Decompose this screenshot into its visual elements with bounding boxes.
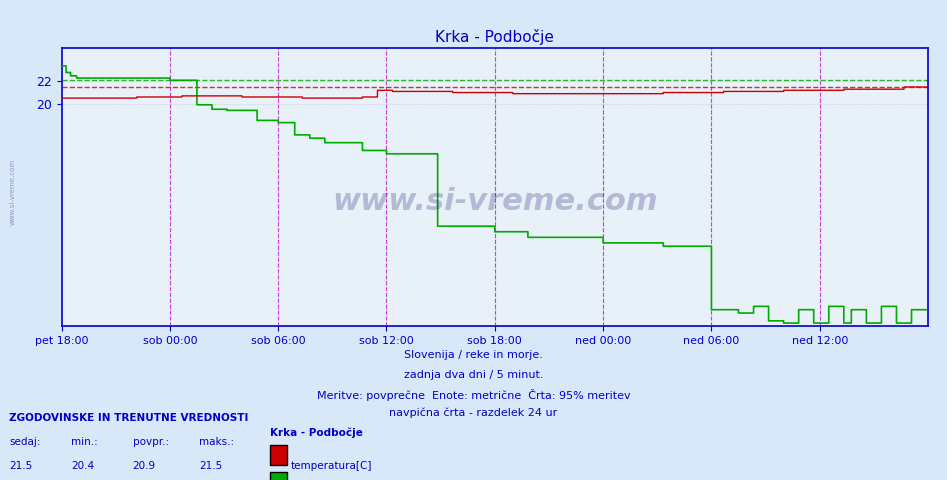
Text: temperatura[C]: temperatura[C] — [291, 461, 372, 471]
Text: maks.:: maks.: — [199, 437, 234, 447]
Text: min.:: min.: — [71, 437, 98, 447]
Text: 21.5: 21.5 — [9, 461, 33, 471]
Text: Slovenija / reke in morje.: Slovenija / reke in morje. — [404, 350, 543, 360]
Text: Krka - Podbočje: Krka - Podbočje — [270, 427, 363, 438]
Text: Meritve: povprečne  Enote: metrične  Črta: 95% meritev: Meritve: povprečne Enote: metrične Črta:… — [316, 389, 631, 401]
Text: 20.9: 20.9 — [133, 461, 155, 471]
Text: sedaj:: sedaj: — [9, 437, 41, 447]
Text: zadnja dva dni / 5 minut.: zadnja dva dni / 5 minut. — [403, 370, 544, 380]
Text: ZGODOVINSKE IN TRENUTNE VREDNOSTI: ZGODOVINSKE IN TRENUTNE VREDNOSTI — [9, 413, 249, 423]
Text: www.si-vreme.com: www.si-vreme.com — [9, 159, 15, 225]
Text: povpr.:: povpr.: — [133, 437, 169, 447]
Text: www.si-vreme.com: www.si-vreme.com — [332, 187, 657, 216]
Text: navpična črta - razdelek 24 ur: navpična črta - razdelek 24 ur — [389, 408, 558, 419]
Text: 20.4: 20.4 — [71, 461, 94, 471]
Text: 21.5: 21.5 — [199, 461, 223, 471]
Title: Krka - Podbočje: Krka - Podbočje — [436, 29, 554, 46]
